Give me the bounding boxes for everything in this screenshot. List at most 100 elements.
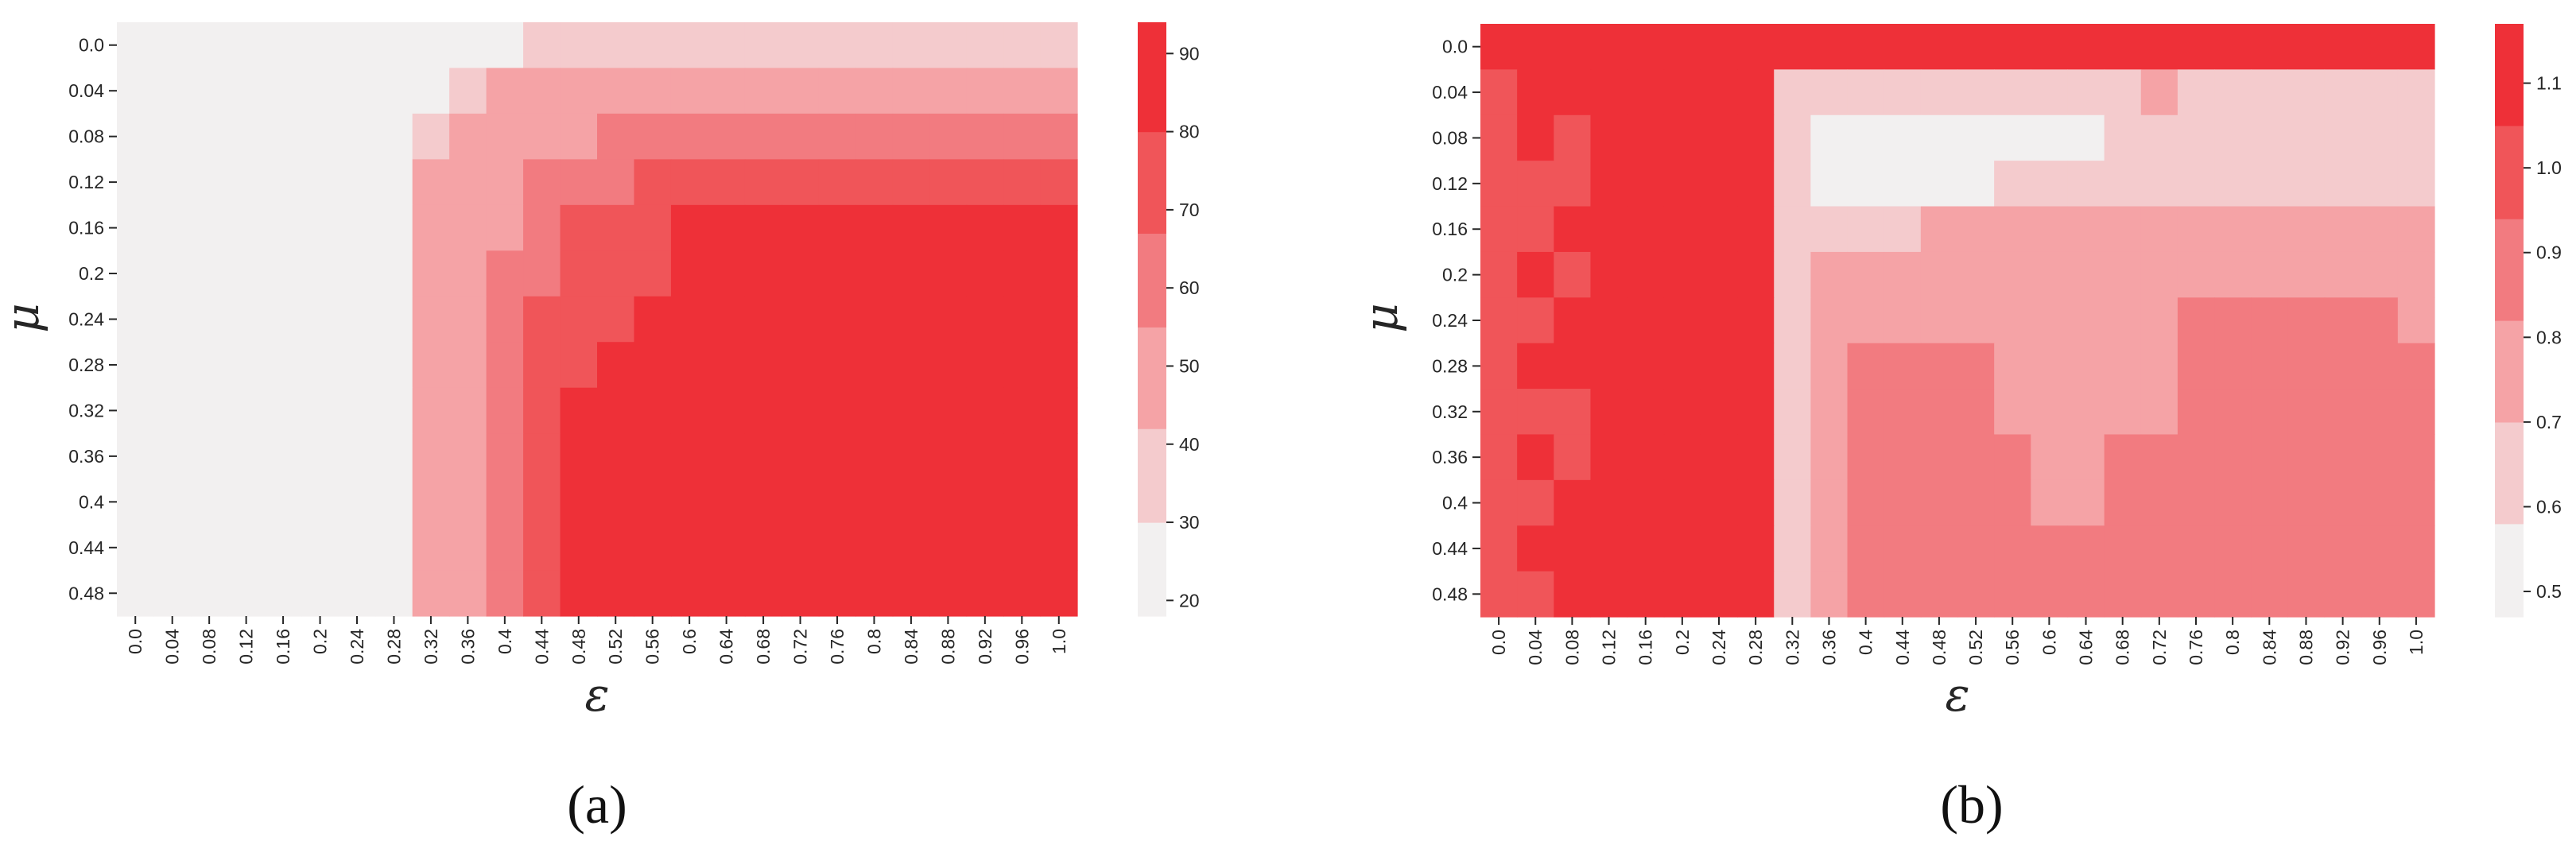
heatmap-cell — [412, 296, 450, 343]
heatmap-cell — [412, 22, 450, 69]
x-tick-label: 0.68 — [753, 629, 774, 665]
heatmap-cell — [1810, 343, 1849, 390]
heatmap-cell — [1590, 161, 1628, 207]
heatmap-cell — [1810, 69, 1849, 116]
heatmap-cell — [560, 250, 598, 297]
heatmap-cell — [1517, 343, 1554, 390]
heatmap-cell — [1994, 571, 2031, 618]
heatmap-cell — [2177, 525, 2215, 572]
heatmap-cell — [264, 113, 302, 160]
heatmap-cell — [818, 525, 856, 572]
panel-label: (a) — [567, 774, 627, 835]
heatmap-cell — [597, 296, 635, 343]
heatmap-cell — [449, 342, 487, 389]
heatmap-cell — [2031, 114, 2069, 161]
heatmap-cell — [1480, 389, 1518, 436]
heatmap-cell — [2287, 343, 2326, 390]
heatmap-cell — [634, 159, 672, 206]
heatmap-cell — [1957, 206, 1995, 253]
heatmap-cell — [486, 250, 524, 297]
heatmap-cell — [892, 68, 930, 114]
heatmap-cells — [1480, 24, 2435, 618]
heatmap-cell — [1737, 434, 1775, 481]
heatmap-cell — [966, 296, 1004, 343]
heatmap-cell — [560, 159, 598, 206]
heatmap-cell — [1590, 24, 1628, 70]
x-tick-label: 0.24 — [347, 629, 367, 665]
heatmap-cell — [412, 113, 450, 160]
heatmap-cell — [227, 342, 266, 389]
x-tick-label: 0.8 — [863, 629, 884, 654]
x-tick-label: 0.92 — [2333, 630, 2353, 665]
heatmap-cell — [338, 159, 376, 206]
heatmap-cell — [2031, 343, 2069, 390]
x-tick-label: 1.0 — [2406, 630, 2427, 655]
heatmap-cell — [2031, 297, 2069, 344]
heatmap-cell — [892, 433, 930, 480]
heatmap-cell — [190, 342, 228, 389]
heatmap-cell — [375, 570, 413, 617]
heatmap-cell — [2287, 24, 2326, 70]
x-tick-label: 0.44 — [531, 629, 552, 665]
y-tick-label: 0.48 — [1432, 583, 1468, 604]
heatmap-cell — [227, 250, 266, 297]
heatmap-cell — [523, 204, 561, 251]
heatmap-cell — [2361, 114, 2399, 161]
heatmap-cell — [929, 68, 968, 114]
heatmap-cell — [855, 113, 894, 160]
heatmap-cell — [1700, 69, 1738, 116]
heatmap-cell — [117, 479, 155, 525]
y-tick-label: 0.36 — [68, 446, 104, 467]
heatmap-cell — [855, 342, 894, 389]
heatmap-cell — [117, 204, 155, 251]
heatmap-cell — [1774, 161, 1811, 207]
heatmap-cell — [1554, 161, 1592, 207]
x-tick-label: 0.6 — [679, 629, 700, 654]
heatmap-cell — [818, 250, 856, 297]
heatmap-cell — [2214, 389, 2252, 436]
heatmap-cell — [782, 204, 820, 251]
x-tick-label: 0.2 — [1672, 630, 1693, 655]
heatmap-cell — [1480, 479, 1518, 526]
heatmap-cell — [1627, 389, 1665, 436]
heatmap-cell — [708, 479, 746, 525]
heatmap-cell — [1920, 389, 1958, 436]
heatmap-cell — [264, 22, 302, 69]
heatmap-cell — [1627, 297, 1665, 344]
heatmap-cell — [1554, 343, 1592, 390]
heatmap-cell — [1517, 161, 1554, 207]
heatmap-cell — [929, 204, 968, 251]
heatmap-cell — [1774, 114, 1811, 161]
heatmap-cell — [523, 68, 561, 114]
heatmap-cell — [1663, 297, 1701, 344]
heatmap-cell — [2031, 161, 2069, 207]
heatmap-cell — [1003, 387, 1042, 434]
y-tick-label: 0.0 — [1442, 37, 1468, 57]
heatmap-cell — [1700, 161, 1738, 207]
heatmap-cell — [744, 113, 782, 160]
heatmap-cell — [670, 113, 708, 160]
heatmap-cell — [1737, 114, 1775, 161]
heatmap-cell — [744, 68, 782, 114]
heatmap-cell — [634, 68, 672, 114]
heatmap-cell — [486, 113, 524, 160]
heatmap-cell — [1920, 525, 1958, 572]
heatmap-cell — [1554, 525, 1592, 572]
colorbar-segment — [1138, 428, 1166, 523]
heatmap-cell — [670, 387, 708, 434]
heatmap-cell — [412, 250, 450, 297]
heatmap-cell — [670, 68, 708, 114]
heatmap-cell — [782, 159, 820, 206]
heatmap-cell — [1480, 251, 1518, 298]
heatmap-cell — [929, 113, 968, 160]
heatmap-cell — [2031, 571, 2069, 618]
x-tick-label: 0.04 — [1525, 630, 1546, 665]
heatmap-cell — [338, 22, 376, 69]
heatmap-cell — [1003, 433, 1042, 480]
heatmap-cell — [227, 479, 266, 525]
heatmap-cell — [449, 113, 487, 160]
heatmap-cell — [1663, 434, 1701, 481]
heatmap-cell — [1847, 114, 1885, 161]
heatmap-cell — [153, 113, 192, 160]
x-tick-label: 0.96 — [2369, 630, 2390, 665]
